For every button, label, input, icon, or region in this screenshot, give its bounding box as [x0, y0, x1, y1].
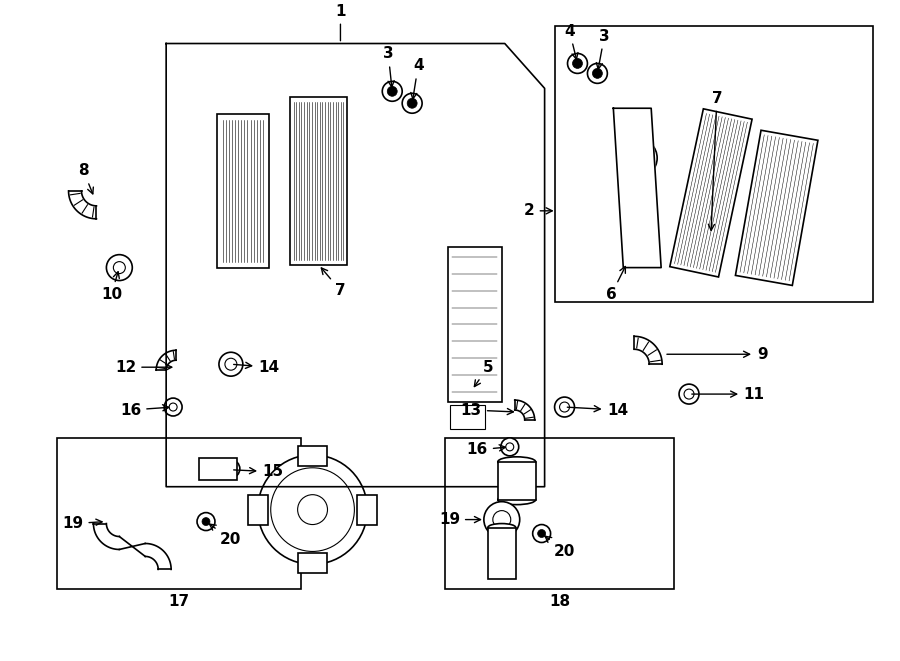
Circle shape	[225, 358, 237, 370]
Circle shape	[218, 174, 232, 188]
Text: 6: 6	[606, 266, 626, 302]
Bar	[488, 527, 516, 579]
Text: 7: 7	[708, 91, 722, 231]
Ellipse shape	[498, 457, 536, 467]
Bar	[290, 97, 347, 264]
Circle shape	[506, 443, 514, 451]
Text: 8: 8	[78, 163, 94, 194]
Circle shape	[533, 525, 551, 543]
Bar	[670, 109, 752, 277]
Text: 20: 20	[210, 524, 241, 547]
Polygon shape	[613, 108, 662, 268]
Text: 20: 20	[545, 536, 575, 559]
Circle shape	[222, 460, 240, 478]
Circle shape	[402, 93, 422, 113]
Circle shape	[382, 81, 402, 101]
Text: 5: 5	[474, 360, 493, 387]
Text: 14: 14	[567, 403, 628, 418]
Text: 19: 19	[439, 512, 481, 527]
Text: 17: 17	[168, 594, 190, 609]
Bar	[57, 438, 301, 590]
Bar	[554, 26, 873, 303]
Bar	[217, 114, 269, 268]
Circle shape	[271, 468, 355, 551]
Bar	[199, 458, 237, 480]
Text: 16: 16	[120, 403, 169, 418]
Circle shape	[484, 502, 519, 537]
Bar	[357, 494, 377, 525]
Circle shape	[684, 389, 694, 399]
Text: 9: 9	[667, 347, 768, 362]
Circle shape	[588, 63, 608, 83]
Bar	[445, 438, 674, 590]
Ellipse shape	[488, 524, 516, 531]
Text: 4: 4	[564, 24, 578, 59]
Circle shape	[554, 397, 574, 417]
Text: 12: 12	[115, 360, 172, 375]
Circle shape	[202, 518, 210, 525]
Bar	[248, 494, 267, 525]
Circle shape	[197, 512, 215, 531]
Text: 1: 1	[335, 3, 346, 41]
Text: 19: 19	[62, 516, 102, 531]
Circle shape	[568, 54, 588, 73]
Circle shape	[219, 352, 243, 376]
Text: 7: 7	[321, 268, 346, 298]
Bar	[735, 130, 818, 286]
Circle shape	[106, 254, 132, 280]
Text: 4: 4	[410, 58, 423, 99]
Circle shape	[407, 98, 417, 108]
Circle shape	[537, 529, 545, 537]
Text: 13: 13	[461, 403, 513, 418]
Bar	[447, 247, 502, 401]
Bar	[449, 405, 485, 430]
Text: 18: 18	[549, 594, 570, 609]
Circle shape	[298, 494, 328, 525]
Circle shape	[387, 87, 397, 97]
Circle shape	[164, 398, 182, 416]
Circle shape	[572, 58, 582, 68]
Text: 3: 3	[597, 28, 609, 69]
Bar	[298, 446, 328, 466]
Circle shape	[617, 138, 657, 178]
Circle shape	[560, 402, 570, 412]
Circle shape	[257, 455, 367, 564]
Text: 2: 2	[524, 204, 553, 218]
Text: 10: 10	[101, 272, 122, 302]
Text: 16: 16	[466, 442, 506, 457]
Circle shape	[113, 262, 125, 274]
Bar	[298, 553, 328, 573]
Ellipse shape	[498, 494, 536, 504]
Text: 11: 11	[692, 387, 765, 402]
Circle shape	[592, 68, 602, 79]
Circle shape	[493, 510, 511, 529]
Text: 14: 14	[234, 360, 280, 375]
Circle shape	[500, 438, 518, 456]
Bar	[498, 462, 536, 500]
Circle shape	[169, 403, 177, 411]
Circle shape	[680, 384, 699, 404]
Text: 15: 15	[234, 464, 284, 479]
Text: 3: 3	[382, 46, 394, 87]
